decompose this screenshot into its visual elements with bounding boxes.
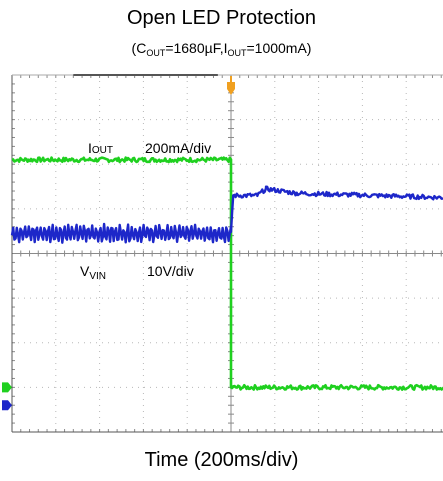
subtitle-part: (C xyxy=(131,40,147,56)
subtitle-part: =1680µF,I xyxy=(165,40,228,56)
subtitle-sub: OUT xyxy=(227,48,247,58)
vvin-scale-label: 10V/div xyxy=(147,263,194,279)
vvin-main: V xyxy=(80,263,90,279)
iout-scale-label: 200mA/div xyxy=(145,140,211,156)
trigger-marker xyxy=(227,82,235,95)
vvin-label: VVIN xyxy=(80,263,106,282)
chart-title: Open LED Protection xyxy=(127,7,316,29)
channel-blue-marker xyxy=(2,400,12,411)
iout-main: I xyxy=(88,140,92,156)
chart-subtitle: (COUT=1680µF,IOUT=1000mA) xyxy=(0,40,443,58)
x-axis-label: Time (200ms/div) xyxy=(144,449,299,471)
subtitle-sub: OUT xyxy=(146,48,166,58)
grid xyxy=(11,74,443,433)
traces xyxy=(10,156,443,391)
vvin-sub: VIN xyxy=(89,271,106,282)
green-trace xyxy=(11,156,443,391)
markers xyxy=(2,76,235,411)
iout-sub: OUT xyxy=(92,145,113,156)
channel-green-marker xyxy=(2,382,12,393)
iout-label: IOUT xyxy=(88,140,113,156)
subtitle-part: =1000mA) xyxy=(246,40,312,56)
blue-trace xyxy=(10,185,443,244)
